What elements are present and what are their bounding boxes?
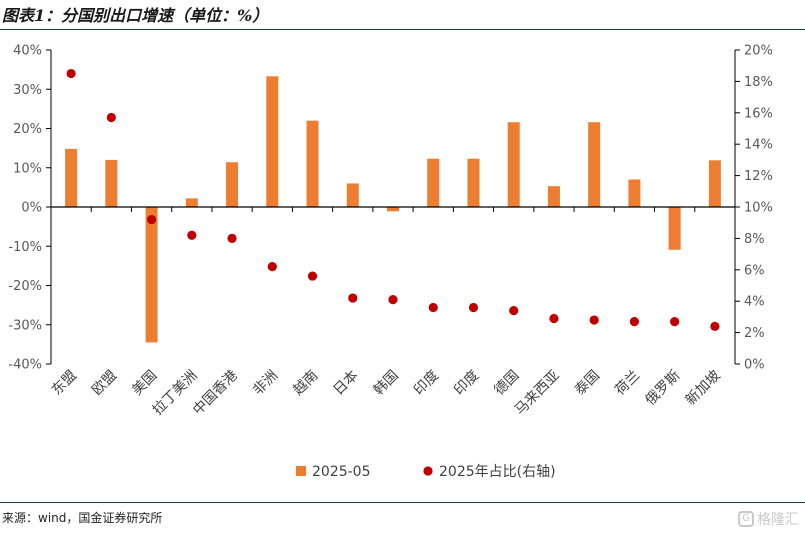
category-label: 美国: [129, 368, 160, 399]
bar: [65, 148, 78, 207]
bar: [628, 179, 641, 207]
watermark: G 格隆汇: [738, 509, 799, 529]
category-label: 日本: [330, 368, 361, 399]
bar: [387, 207, 399, 212]
category-label: 非洲: [250, 368, 281, 399]
y-left-tick-label: -20%: [8, 279, 42, 294]
dot-point: [348, 293, 358, 303]
dot-point: [388, 295, 398, 305]
bar: [105, 159, 118, 207]
bar: [668, 207, 681, 250]
y-right-tick-label: 18%: [744, 75, 773, 90]
category-label: 韩国: [371, 368, 402, 399]
bar: [547, 186, 560, 207]
y-left-tick-label: -40%: [8, 358, 42, 373]
y-right-tick-label: 10%: [744, 201, 773, 216]
category-label: 印度: [451, 368, 482, 399]
dot-point: [267, 262, 277, 272]
bar: [588, 122, 601, 207]
source-note: 来源：wind，国金证券研究所: [2, 511, 163, 525]
dot-point: [187, 230, 197, 240]
category-label: 德国: [491, 368, 522, 399]
y-right-tick-label: 16%: [744, 106, 773, 121]
y-left-tick-label: -30%: [8, 318, 42, 333]
bar: [346, 183, 359, 207]
dot-point: [670, 317, 680, 327]
dot-point: [146, 214, 157, 225]
dot-point: [629, 317, 640, 327]
y-left-tick-label: 20%: [13, 122, 42, 137]
chart-canvas: 40% 30% 20% 10% 0% -10% -20% -30% -40% 20% 18% 16%…: [8, 44, 773, 481]
category-label: 东盟: [49, 368, 80, 399]
watermark-logo-icon: G: [738, 511, 754, 527]
y-left-tick-label: 30%: [13, 83, 42, 98]
bar: [185, 198, 198, 207]
category-label: 马来西亚: [512, 368, 563, 419]
watermark-text: 格隆汇: [757, 512, 799, 528]
dot-point: [549, 313, 559, 324]
y-right-tick-label: 20%: [744, 44, 773, 59]
y-right-tick-label: 12%: [744, 169, 773, 184]
category-label: 俄罗斯: [642, 368, 683, 409]
dot-series: [66, 68, 720, 331]
bar: [507, 122, 520, 207]
y-right-tick-label: 8%: [744, 232, 765, 247]
y-left-tick-label: 0%: [21, 201, 42, 216]
y-right-tick-label: 0%: [744, 358, 765, 373]
y-right-tick-label: 4%: [744, 295, 765, 310]
y-left-tick-label: 40%: [13, 44, 42, 59]
bar: [708, 160, 721, 207]
bar: [266, 76, 279, 207]
y-right-tick-label: 6%: [744, 263, 765, 278]
y-right-tick-label: 14%: [744, 138, 773, 153]
legend-marker-dot: [423, 466, 433, 476]
chart-header: 图表1：分国别出口增速（单位：%）: [0, 0, 805, 30]
y-left-tick-label: -10%: [8, 240, 42, 255]
category-label: 泰国: [572, 368, 603, 399]
x-axis-categories: 东盟 欧盟 美国拉丁美洲中国香港 非洲 越南 日本 韩国 印度 印度 德国马来西亚 泰国 荷兰 俄罗斯新…: [49, 368, 724, 419]
bottom-rule: [0, 502, 805, 503]
dot-point: [106, 112, 116, 123]
dot-point: [307, 271, 318, 281]
dot-point: [710, 321, 720, 331]
bar: [427, 158, 440, 207]
legend-marker-bar: [296, 466, 306, 476]
category-label: 荷兰: [612, 368, 643, 399]
dot-point: [66, 68, 76, 79]
legend-label: 2025年占比(右轴): [439, 464, 556, 480]
dot-point: [509, 306, 519, 316]
y-axis-left: 40% 30% 20% 10% 0% -10% -20% -30% -40%: [8, 44, 52, 373]
dot-point: [227, 233, 237, 243]
y-left-tick-label: 10%: [13, 161, 42, 176]
legend-label: 2025-05: [312, 464, 371, 480]
category-label: 新加坡: [683, 368, 724, 409]
chart-title: 图表1：分国别出口增速（单位：%）: [2, 6, 269, 25]
y-axis-right: 20% 18% 16% 14% 12% 10% 8% 6% 4% 2% 0%: [734, 44, 773, 373]
dot-point: [589, 315, 599, 325]
y-right-tick-label: 2%: [744, 326, 765, 341]
dot-point: [428, 302, 438, 313]
bar: [467, 158, 480, 207]
bar-series: [65, 76, 721, 343]
bar: [226, 162, 239, 207]
category-label: 中国香港: [190, 368, 241, 419]
dot-point: [468, 302, 479, 313]
category-label: 欧盟: [89, 368, 120, 399]
bar: [145, 207, 158, 343]
zero-axis: [50, 206, 736, 212]
category-label: 印度: [411, 368, 442, 399]
legend: 2025-05 2025年占比(右轴): [296, 464, 556, 480]
bar: [306, 120, 319, 207]
top-rule: [0, 29, 805, 30]
category-label: 越南: [290, 368, 321, 399]
